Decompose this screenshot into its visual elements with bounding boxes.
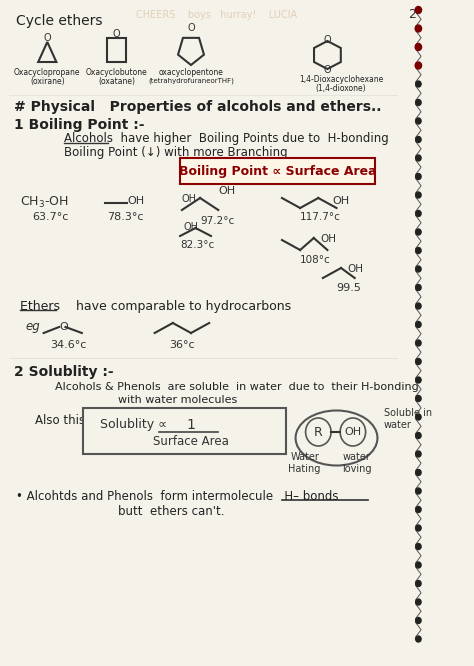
Text: 63.7°c: 63.7°c	[32, 212, 68, 222]
Text: Soluble in
water: Soluble in water	[384, 408, 432, 430]
Text: 1,4-Dioxacyclohexane: 1,4-Dioxacyclohexane	[299, 75, 383, 84]
Text: 34.6°c: 34.6°c	[50, 340, 86, 350]
Circle shape	[416, 581, 421, 587]
Text: 36°c: 36°c	[169, 340, 195, 350]
Text: O: O	[187, 23, 195, 33]
Text: Alcohols  have higher  Boiling Points due to  H-bonding: Alcohols have higher Boiling Points due …	[64, 132, 388, 145]
Text: CH$_3$-OH: CH$_3$-OH	[20, 195, 69, 210]
Circle shape	[416, 396, 421, 402]
Text: 97.2°c: 97.2°c	[200, 216, 234, 226]
Text: OH: OH	[344, 427, 362, 437]
Circle shape	[416, 284, 421, 290]
Text: O: O	[324, 65, 331, 75]
Circle shape	[416, 636, 421, 642]
Text: 99.5: 99.5	[337, 283, 361, 293]
Text: Cycle ethers: Cycle ethers	[17, 14, 103, 28]
Text: eg: eg	[26, 320, 40, 333]
Circle shape	[416, 507, 421, 513]
Text: Also this: Also this	[35, 414, 85, 427]
Text: Surface Area: Surface Area	[153, 435, 228, 448]
Text: with water molecules: with water molecules	[118, 395, 237, 405]
Text: Water
Hating: Water Hating	[289, 452, 321, 474]
Circle shape	[415, 25, 421, 32]
Text: R: R	[314, 426, 323, 438]
Text: # Physical   Properties of alcohols and ethers..: # Physical Properties of alcohols and et…	[14, 100, 381, 114]
Circle shape	[416, 470, 421, 476]
Text: OH: OH	[332, 196, 349, 206]
Text: CHEERS    boys   hurray!    LUCIA: CHEERS boys hurray! LUCIA	[137, 10, 298, 20]
Circle shape	[416, 322, 421, 328]
Text: (oxirane): (oxirane)	[30, 77, 64, 86]
Text: OH: OH	[128, 196, 145, 206]
Circle shape	[415, 43, 421, 51]
Text: Oxacyclobutone: Oxacyclobutone	[85, 68, 147, 77]
Circle shape	[415, 7, 421, 13]
Circle shape	[416, 377, 421, 383]
Circle shape	[416, 340, 421, 346]
Text: water
loving: water loving	[342, 452, 371, 474]
Text: 78.3°c: 78.3°c	[107, 212, 144, 222]
Text: 117.7°c: 117.7°c	[300, 212, 341, 222]
Text: oxacyclopentone: oxacyclopentone	[159, 68, 223, 77]
Text: O: O	[113, 29, 120, 39]
Text: (oxatane): (oxatane)	[98, 77, 135, 86]
FancyBboxPatch shape	[83, 408, 286, 454]
Text: Ethers    have comparable to hydrocarbons: Ethers have comparable to hydrocarbons	[20, 300, 291, 313]
Text: OH: OH	[320, 234, 336, 244]
Circle shape	[416, 543, 421, 549]
Text: Alcohols & Phenols  are soluble  in water  due to  their H-bonding: Alcohols & Phenols are soluble in water …	[55, 382, 419, 392]
Circle shape	[416, 303, 421, 309]
Text: OH: OH	[182, 194, 197, 204]
Text: Boiling Point ∝ Surface Area: Boiling Point ∝ Surface Area	[179, 165, 376, 178]
Text: Oxacyclopropane: Oxacyclopropane	[14, 68, 81, 77]
Circle shape	[416, 155, 421, 161]
Text: O: O	[324, 35, 331, 45]
Circle shape	[416, 174, 421, 180]
Circle shape	[416, 451, 421, 457]
Text: (tetrahydrofuraneorTHF): (tetrahydrofuraneorTHF)	[148, 77, 234, 83]
Text: OH: OH	[347, 264, 364, 274]
Text: O: O	[44, 33, 51, 43]
Circle shape	[416, 599, 421, 605]
Circle shape	[416, 414, 421, 420]
Text: 1: 1	[187, 418, 195, 432]
Circle shape	[416, 266, 421, 272]
Circle shape	[416, 210, 421, 216]
Circle shape	[415, 62, 421, 69]
Circle shape	[416, 137, 421, 143]
Circle shape	[416, 192, 421, 198]
Text: 108°c: 108°c	[300, 255, 331, 265]
Text: 2 Solublity :-: 2 Solublity :-	[14, 365, 113, 379]
Text: Solublity ∝: Solublity ∝	[100, 418, 167, 431]
Circle shape	[416, 525, 421, 531]
Circle shape	[416, 432, 421, 438]
Text: 82.3°c: 82.3°c	[180, 240, 214, 250]
Text: butt  ethers can't.: butt ethers can't.	[118, 505, 225, 518]
Circle shape	[416, 562, 421, 568]
Circle shape	[416, 488, 421, 494]
Text: 1 Boiling Point :-: 1 Boiling Point :-	[14, 118, 144, 132]
Text: O: O	[59, 322, 68, 332]
Circle shape	[416, 248, 421, 254]
Text: OH: OH	[219, 186, 236, 196]
Circle shape	[416, 81, 421, 87]
Circle shape	[416, 617, 421, 623]
Text: Boiling Point (↓) with more Branching: Boiling Point (↓) with more Branching	[64, 146, 287, 159]
Text: OH: OH	[184, 222, 199, 232]
FancyBboxPatch shape	[180, 158, 375, 184]
Circle shape	[416, 358, 421, 364]
Circle shape	[416, 118, 421, 124]
Circle shape	[416, 99, 421, 105]
Text: (1,4-dioxone): (1,4-dioxone)	[316, 84, 366, 93]
Text: 2: 2	[408, 8, 416, 21]
Text: • Alcohtds and Phenols  form intermolecule   H– bonds: • Alcohtds and Phenols form intermolecul…	[17, 490, 339, 503]
Circle shape	[416, 229, 421, 235]
